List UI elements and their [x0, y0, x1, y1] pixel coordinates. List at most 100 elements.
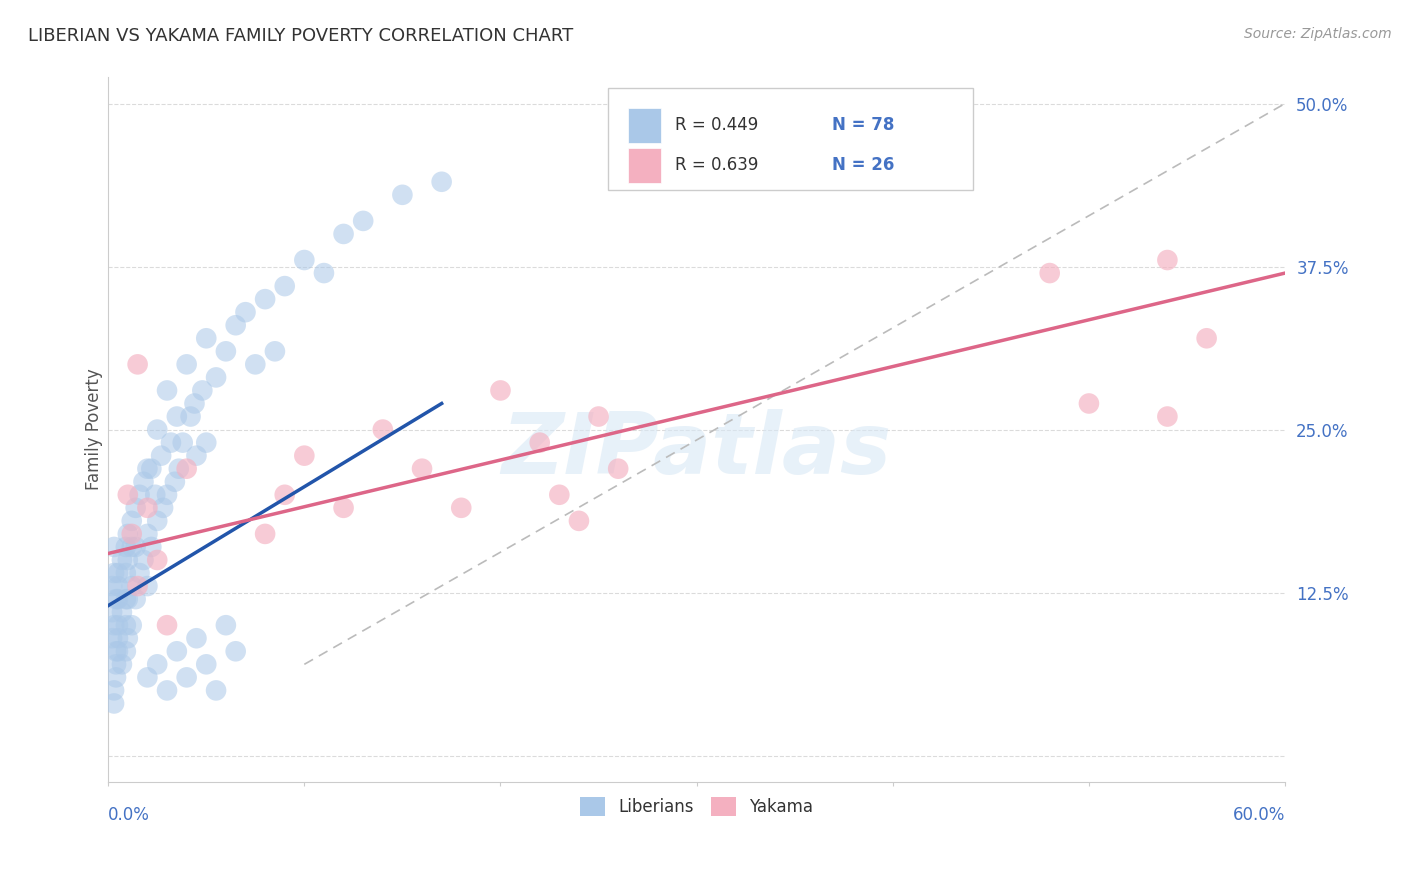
Point — [607, 461, 630, 475]
Point — [141, 461, 163, 475]
Point — [156, 384, 179, 398]
Point — [215, 618, 238, 632]
Point — [225, 318, 247, 333]
Point — [588, 409, 610, 424]
Legend: Liberians, Yakama: Liberians, Yakama — [574, 790, 820, 822]
Text: ZIPatlas: ZIPatlas — [502, 409, 891, 492]
Point — [124, 540, 146, 554]
Point — [195, 657, 218, 672]
Point — [166, 409, 188, 424]
Point — [107, 644, 129, 658]
Point — [176, 461, 198, 475]
Point — [115, 644, 138, 658]
Point — [117, 592, 139, 607]
Point — [132, 553, 155, 567]
Point — [245, 357, 267, 371]
Point — [117, 527, 139, 541]
Point — [124, 500, 146, 515]
Point — [146, 423, 169, 437]
Point — [156, 618, 179, 632]
Point — [115, 540, 138, 554]
Point — [121, 540, 143, 554]
Point — [1077, 396, 1099, 410]
Point — [136, 461, 159, 475]
Point — [205, 683, 228, 698]
Point — [391, 187, 413, 202]
Point — [105, 592, 128, 607]
Point — [121, 527, 143, 541]
Point — [292, 253, 315, 268]
Point — [107, 579, 129, 593]
Point — [124, 592, 146, 607]
Point — [352, 214, 374, 228]
Point — [225, 644, 247, 658]
Text: Source: ZipAtlas.com: Source: ZipAtlas.com — [1244, 27, 1392, 41]
Point — [115, 566, 138, 580]
Text: LIBERIAN VS YAKAMA FAMILY POVERTY CORRELATION CHART: LIBERIAN VS YAKAMA FAMILY POVERTY CORREL… — [28, 27, 574, 45]
Point — [312, 266, 335, 280]
Point — [166, 644, 188, 658]
Point — [117, 632, 139, 646]
Point — [101, 579, 124, 593]
Point — [105, 670, 128, 684]
Point — [111, 605, 134, 619]
Point — [254, 292, 277, 306]
Point — [274, 279, 297, 293]
Point — [264, 344, 287, 359]
Point — [205, 370, 228, 384]
Point — [117, 553, 139, 567]
Text: 60.0%: 60.0% — [1233, 806, 1285, 824]
Point — [548, 488, 571, 502]
Point — [107, 618, 129, 632]
Point — [117, 488, 139, 502]
Point — [115, 618, 138, 632]
Text: 0.0%: 0.0% — [108, 806, 150, 824]
Point — [136, 500, 159, 515]
Point — [215, 344, 238, 359]
Point — [101, 632, 124, 646]
Point — [160, 435, 183, 450]
Point — [489, 384, 512, 398]
Bar — [628, 148, 661, 183]
Point — [141, 540, 163, 554]
Point — [103, 566, 125, 580]
Point — [450, 500, 472, 515]
Point — [107, 632, 129, 646]
Point — [121, 514, 143, 528]
Point — [115, 592, 138, 607]
Point — [163, 475, 186, 489]
Point — [128, 488, 150, 502]
Point — [146, 514, 169, 528]
Point — [235, 305, 257, 319]
Point — [371, 423, 394, 437]
Point — [195, 435, 218, 450]
Point — [254, 527, 277, 541]
Point — [103, 540, 125, 554]
Point — [176, 670, 198, 684]
Point — [1195, 331, 1218, 345]
Point — [103, 618, 125, 632]
Text: N = 26: N = 26 — [832, 156, 894, 175]
Point — [150, 449, 173, 463]
Point — [136, 670, 159, 684]
Point — [186, 449, 208, 463]
Point — [292, 449, 315, 463]
Point — [105, 657, 128, 672]
Point — [411, 461, 433, 475]
Point — [132, 475, 155, 489]
Bar — [628, 108, 661, 143]
Point — [186, 632, 208, 646]
Point — [107, 566, 129, 580]
Text: N = 78: N = 78 — [832, 116, 894, 135]
Point — [121, 579, 143, 593]
Point — [152, 500, 174, 515]
Point — [127, 579, 149, 593]
Point — [146, 657, 169, 672]
Y-axis label: Family Poverty: Family Poverty — [86, 368, 103, 491]
Point — [1039, 266, 1062, 280]
Point — [183, 396, 205, 410]
Point — [180, 409, 202, 424]
Point — [191, 384, 214, 398]
Point — [143, 488, 166, 502]
Point — [430, 175, 453, 189]
